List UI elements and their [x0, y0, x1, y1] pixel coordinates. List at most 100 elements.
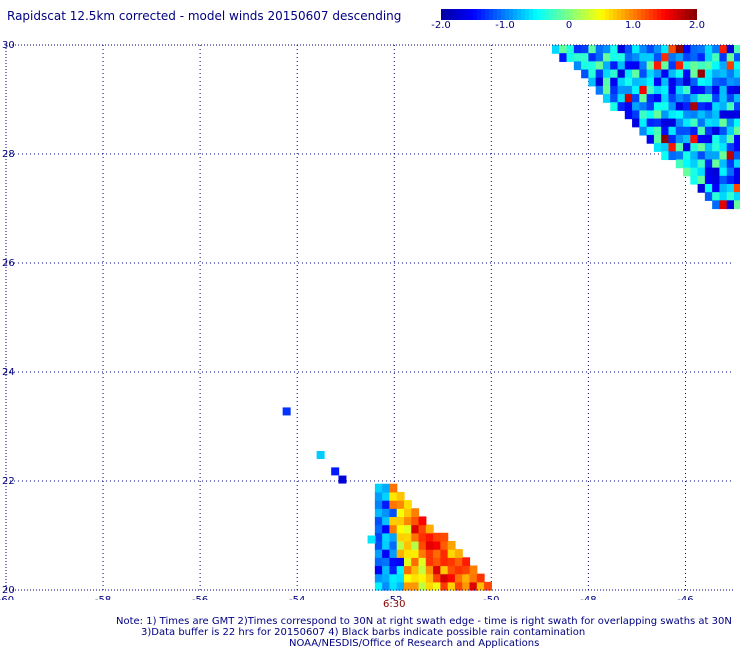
wind-cell: [668, 45, 677, 54]
wind-cell: [411, 573, 420, 583]
wind-cell: [595, 53, 604, 62]
wind-cell: [653, 45, 662, 54]
wind-cell: [396, 581, 405, 591]
wind-cell: [675, 45, 684, 54]
wind-cell: [712, 126, 721, 136]
colorbar-segment: [689, 9, 694, 20]
wind-cell: [440, 581, 449, 591]
wind-cell: [396, 573, 405, 583]
colorbar-segment: [545, 9, 550, 20]
colorbar-segment: [461, 9, 466, 20]
wind-cell: [595, 69, 604, 79]
wind-cell: [675, 77, 684, 87]
wind-cell: [690, 126, 699, 136]
wind-cell: [734, 69, 740, 79]
colorbar-segment: [449, 9, 454, 20]
wind-cell: [588, 69, 597, 79]
wind-cell: [697, 102, 706, 111]
wind-cell: [726, 143, 735, 152]
wind-cell: [704, 61, 713, 71]
colorbar-segment: [521, 9, 526, 20]
wind-cell: [734, 159, 740, 169]
wind-cell: [646, 53, 655, 62]
x-tick-label: -46: [677, 595, 693, 600]
wind-cell: [719, 143, 728, 152]
x-tick-label: -52: [386, 595, 402, 600]
wind-cell: [433, 557, 441, 567]
wind-cell: [396, 491, 405, 501]
wind-cell: [639, 126, 648, 136]
wind-cell: [719, 85, 728, 95]
wind-cell: [697, 159, 706, 169]
colorbar-segment: [665, 9, 670, 20]
colorbar-segment: [673, 9, 678, 20]
wind-cell: [389, 581, 398, 591]
wind-cell: [726, 126, 735, 136]
wind-cell: [661, 143, 670, 152]
wind-cell: [726, 61, 735, 71]
colorbar-segment: [561, 9, 566, 20]
wind-cell: [683, 77, 691, 87]
wind-cell: [581, 69, 589, 79]
wind-cell: [624, 110, 633, 120]
wind-cell: [632, 102, 640, 111]
wind-cell: [719, 134, 728, 144]
note-line-3: NOAA/NESDIS/Office of Research and Appli…: [289, 638, 540, 649]
colorbar-tick-label: 0: [565, 20, 573, 31]
wind-cell: [447, 557, 456, 567]
colorbar-segment: [493, 9, 498, 20]
wind-cell: [389, 557, 398, 567]
colorbar-segment: [529, 9, 534, 20]
wind-cell: [382, 581, 391, 591]
wind-cell: [712, 45, 721, 54]
wind-cell: [389, 508, 398, 518]
wind-cell: [726, 151, 735, 161]
wind-cell: [712, 85, 721, 95]
wind-cell: [602, 45, 611, 54]
wind-cell: [712, 118, 721, 128]
wind-cell: [425, 524, 434, 534]
wind-cell: [704, 45, 713, 54]
wind-cell: [389, 565, 398, 575]
wind-cell: [653, 126, 662, 136]
wind-cell: [602, 77, 611, 87]
wind-cell: [697, 151, 706, 161]
wind-cell: [704, 143, 713, 152]
wind-cell: [396, 508, 405, 518]
colorbar-segment: [497, 9, 502, 20]
y-tick-label: 26: [2, 258, 15, 269]
wind-cell: [610, 85, 619, 95]
wind-cell: [697, 94, 706, 103]
wind-cell: [646, 102, 655, 111]
wind-cell: [447, 540, 456, 550]
wind-cell: [734, 77, 740, 87]
wind-cell: [668, 53, 677, 62]
wind-cell: [403, 524, 412, 534]
axis-labels: -60 -58 -56 -54 -52 -50 -48 -46 20 22 24 26 28 30: [0, 40, 694, 600]
wind-cell: [712, 102, 721, 111]
wind-cell: [704, 77, 713, 87]
wind-cell: [661, 85, 670, 95]
colorbar-segment: [645, 9, 650, 20]
wind-cell: [646, 85, 655, 95]
wind-cell: [653, 134, 662, 144]
wind-cell: [675, 110, 684, 120]
wind-cell: [726, 45, 735, 54]
colorbar-segment: [685, 9, 690, 20]
wind-cell: [675, 69, 684, 79]
wind-cell: [712, 53, 721, 62]
wind-cell: [675, 151, 684, 161]
wind-cell: [624, 69, 633, 79]
colorbar-segment: [693, 9, 697, 20]
wind-cell: [382, 483, 391, 493]
wind-cell: [624, 45, 633, 54]
y-tick-label: 30: [2, 40, 15, 51]
wind-cells: [282, 45, 740, 591]
wind-cell: [712, 175, 721, 185]
wind-cell: [374, 581, 383, 591]
wind-cell: [418, 516, 427, 526]
wind-cell: [617, 69, 626, 79]
wind-cell: [646, 77, 655, 87]
wind-cell: [719, 126, 728, 136]
wind-cell: [382, 491, 391, 501]
